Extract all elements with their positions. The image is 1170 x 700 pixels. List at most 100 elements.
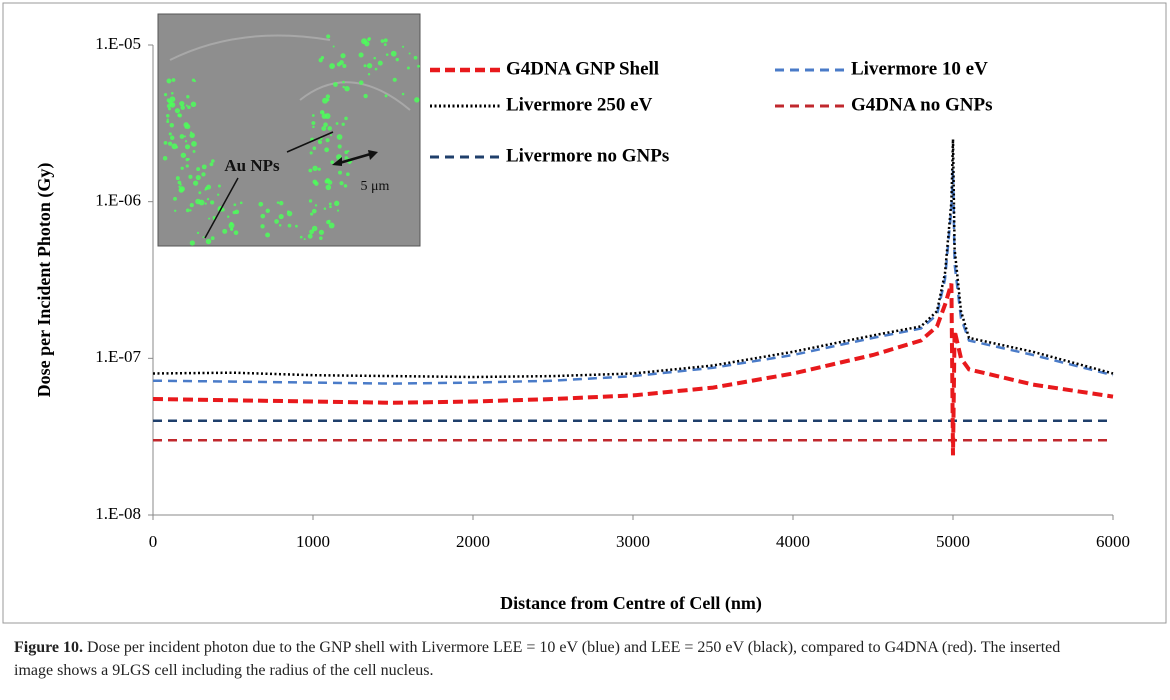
nanoparticle bbox=[210, 236, 215, 241]
nanoparticle bbox=[169, 135, 175, 141]
nanoparticle bbox=[401, 92, 405, 96]
nanoparticle bbox=[311, 121, 316, 126]
legend-label: Livermore 10 eV bbox=[851, 58, 988, 79]
nanoparticle bbox=[196, 231, 200, 235]
y-tick-label: 1.E-05 bbox=[95, 34, 141, 53]
nanoparticle bbox=[196, 167, 201, 172]
nanoparticle bbox=[192, 180, 199, 186]
nanoparticle bbox=[338, 170, 343, 175]
inset-background bbox=[157, 13, 421, 247]
nanoparticle bbox=[342, 64, 347, 69]
nanoparticle bbox=[186, 95, 190, 99]
nanoparticle bbox=[279, 200, 284, 206]
nanoparticle bbox=[168, 132, 172, 136]
nanoparticle bbox=[230, 227, 234, 231]
nanoparticle bbox=[401, 45, 405, 48]
nanoparticle bbox=[166, 120, 170, 124]
nanoparticle bbox=[312, 146, 317, 151]
nanoparticle bbox=[162, 156, 168, 161]
nanoparticle bbox=[346, 172, 350, 177]
nanoparticle bbox=[309, 229, 314, 235]
nanoparticle bbox=[239, 201, 243, 205]
nanoparticle bbox=[336, 209, 340, 212]
nanoparticle bbox=[330, 134, 333, 137]
nanoparticle bbox=[373, 56, 377, 60]
nanoparticle bbox=[344, 85, 350, 92]
nanoparticle bbox=[383, 38, 388, 43]
nanoparticle bbox=[341, 122, 345, 126]
nanoparticle bbox=[217, 184, 221, 188]
y-tick-label: 1.E-07 bbox=[95, 347, 141, 366]
series-line bbox=[152, 139, 1114, 379]
nanoparticle bbox=[358, 80, 364, 85]
pointer bbox=[204, 177, 239, 239]
nanoparticle bbox=[332, 45, 335, 48]
pointer bbox=[286, 131, 334, 153]
nanoparticle bbox=[191, 78, 196, 82]
nanoparticle bbox=[319, 236, 323, 240]
nanoparticle bbox=[170, 92, 174, 95]
nanoparticle bbox=[314, 181, 319, 186]
y-tick-label: 1.E-08 bbox=[95, 504, 141, 523]
nanoparticle bbox=[299, 235, 303, 239]
nanoparticle bbox=[212, 215, 216, 219]
x-axis-title: Distance from Centre of Cell (nm) bbox=[500, 593, 762, 614]
caption-label: Figure 10. bbox=[14, 639, 84, 656]
nanoparticle bbox=[175, 176, 180, 181]
nanoparticle bbox=[324, 147, 330, 153]
x-tick-label: 6000 bbox=[1096, 532, 1130, 551]
nanoparticle bbox=[209, 162, 214, 167]
nanoparticle bbox=[233, 203, 237, 207]
nanoparticle bbox=[380, 39, 385, 43]
nanoparticle bbox=[324, 113, 331, 119]
nanoparticle bbox=[326, 220, 331, 225]
chart: Distance from Centre of Cell (nm) Dose p… bbox=[2, 2, 1167, 624]
nanoparticle bbox=[309, 151, 313, 155]
scale-label: 5 μm bbox=[361, 179, 390, 194]
nanoparticle bbox=[384, 94, 388, 98]
x-tick-label: 1000 bbox=[296, 532, 330, 551]
series-line bbox=[152, 283, 1114, 456]
nanoparticle bbox=[366, 63, 373, 69]
nanoparticle bbox=[347, 150, 350, 153]
nanoparticle bbox=[344, 156, 349, 160]
nanoparticle bbox=[321, 126, 327, 132]
nanoparticle bbox=[383, 43, 387, 46]
nanoparticle bbox=[210, 200, 215, 205]
nanoparticle bbox=[189, 202, 194, 208]
nanoparticle bbox=[413, 55, 418, 60]
y-tick-label: 1.E-06 bbox=[95, 191, 141, 210]
nanoparticle bbox=[406, 66, 410, 70]
nanoparticle bbox=[417, 64, 421, 68]
nanoparticle bbox=[178, 185, 181, 188]
nanoparticle bbox=[217, 193, 220, 196]
nanoparticle bbox=[187, 158, 190, 161]
nanoparticle bbox=[166, 78, 172, 84]
nanoparticle bbox=[190, 131, 193, 134]
nanoparticle bbox=[337, 144, 342, 149]
nanoparticle bbox=[324, 179, 329, 184]
nanoparticle bbox=[222, 228, 228, 234]
nanoparticle bbox=[180, 105, 185, 110]
nanoparticle bbox=[169, 123, 175, 128]
nanoparticle bbox=[171, 143, 178, 150]
nanoparticle bbox=[227, 215, 230, 218]
nanoparticle bbox=[179, 101, 185, 107]
nanoparticle bbox=[185, 104, 188, 107]
nanoparticle bbox=[329, 63, 335, 70]
nanoparticle bbox=[317, 167, 321, 171]
nanoparticle bbox=[265, 208, 270, 214]
nanoparticle bbox=[179, 186, 185, 192]
nanoparticle bbox=[323, 122, 328, 128]
nanoparticle bbox=[204, 202, 207, 205]
caption-text: Dose per incident photon due to the GNP … bbox=[14, 639, 1061, 679]
nanoparticle bbox=[167, 107, 171, 111]
nanoparticle bbox=[260, 224, 265, 229]
inset-label: Au NPs bbox=[224, 156, 280, 175]
nanoparticle bbox=[358, 52, 364, 58]
nanoparticle bbox=[260, 213, 266, 219]
nanoparticle bbox=[179, 183, 182, 186]
nanoparticle bbox=[185, 144, 191, 150]
nanoparticle bbox=[307, 233, 313, 239]
nanoparticle bbox=[340, 53, 346, 59]
